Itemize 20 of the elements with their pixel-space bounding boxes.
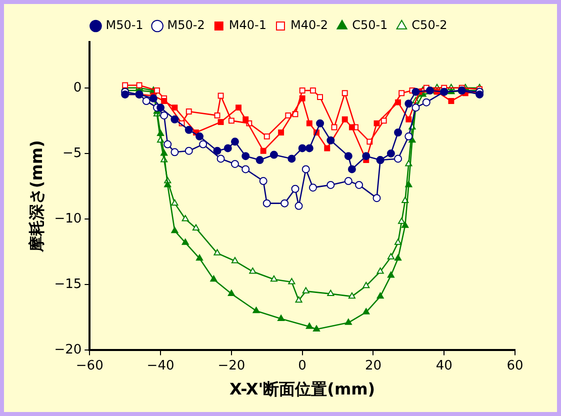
x-tick-label: −40 (146, 358, 174, 374)
x-tick-label: −20 (218, 358, 246, 374)
legend-label: M50-1 (106, 18, 144, 32)
legend-label: M40-2 (290, 18, 328, 32)
y-axis-title: 摩耗深さ(mm) (26, 140, 46, 254)
legend-label: M50-2 (167, 18, 205, 32)
x-axis-title: X-X'断面位置(mm) (230, 380, 376, 399)
y-tick-label: −10 (54, 211, 82, 226)
legend-label: M40-1 (228, 18, 266, 32)
x-tick-label: −60 (76, 358, 104, 374)
legend-label: C50-1 (352, 18, 388, 32)
x-tick-label: 40 (436, 358, 452, 374)
y-tick-label: 0 (73, 80, 82, 96)
x-tick-label: 20 (364, 358, 382, 374)
x-tick-label: 60 (506, 358, 524, 374)
y-tick-label: −5 (62, 146, 82, 161)
y-tick-label: −20 (54, 342, 82, 358)
legend-label: C50-2 (412, 18, 448, 32)
x-tick-label: 0 (298, 358, 306, 374)
y-tick-label: −15 (54, 277, 82, 292)
